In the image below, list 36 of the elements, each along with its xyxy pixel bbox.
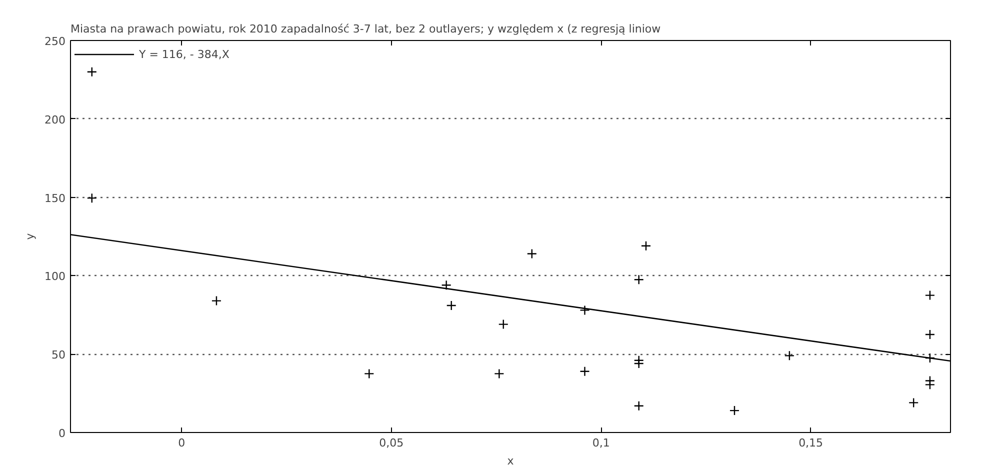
y-tick-label: 150	[44, 192, 66, 205]
y-axis-title: y	[24, 232, 37, 240]
point	[86, 192, 97, 204]
point	[924, 329, 936, 340]
chart-title: Miasta na prawach powiatu, rok 2010 zapadalność 3-7 lat, bez 2 outlayers; y względem x (z regresją liniow	[70, 22, 661, 36]
point	[634, 400, 644, 411]
legend-label: Y = 116, - 384,X	[139, 48, 230, 60]
point	[908, 398, 919, 408]
x-tick-label: 0	[178, 436, 186, 450]
point	[446, 300, 456, 311]
point	[526, 248, 537, 259]
point	[924, 290, 936, 300]
y-tick-label: 100	[44, 270, 66, 284]
point	[580, 305, 590, 316]
x-axis-title: x	[507, 454, 514, 468]
point	[634, 358, 644, 369]
point	[640, 240, 652, 252]
point	[924, 380, 936, 390]
y-tick-label: 50	[52, 348, 66, 362]
y-tick-label: 200	[44, 113, 66, 126]
point	[441, 280, 452, 290]
x-tick-label: 0,15	[798, 436, 824, 450]
point	[364, 368, 374, 379]
point	[498, 319, 508, 330]
y-tick-label: 250	[44, 35, 66, 48]
point	[784, 350, 795, 361]
point	[211, 296, 222, 306]
y-tick-label: 0	[58, 427, 66, 440]
point	[580, 366, 590, 376]
x-tick-label: 0,05	[379, 436, 404, 450]
point	[634, 274, 644, 285]
point	[924, 352, 936, 364]
point	[729, 405, 740, 416]
point	[494, 368, 504, 379]
point	[86, 66, 97, 77]
x-tick-label: 0,1	[592, 436, 610, 450]
